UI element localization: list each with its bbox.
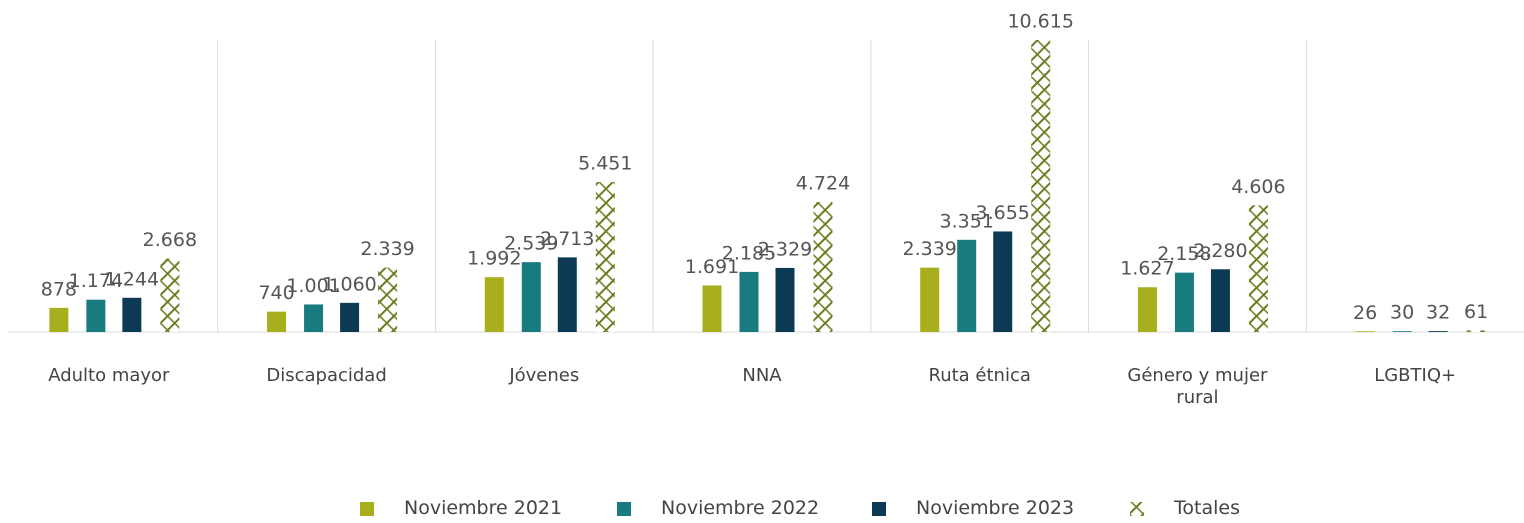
bar bbox=[1174, 272, 1194, 332]
bar bbox=[267, 311, 287, 332]
value-label: 30 bbox=[1390, 302, 1414, 324]
legend-label: Noviembre 2023 bbox=[916, 497, 1075, 519]
bar bbox=[122, 297, 142, 332]
value-label: 1.992 bbox=[467, 248, 521, 270]
value-label: 2.339 bbox=[903, 238, 957, 260]
value-label: 2.158 bbox=[1157, 243, 1211, 265]
value-label: 4.606 bbox=[1231, 176, 1285, 198]
bar bbox=[1428, 331, 1448, 332]
x-tick-label: Jóvenes bbox=[509, 365, 580, 386]
x-tick-label: Género y mujer rural bbox=[1127, 365, 1268, 408]
bar bbox=[1392, 331, 1412, 332]
value-label: 10.615 bbox=[1007, 11, 1073, 33]
legend-swatch bbox=[872, 502, 886, 516]
bar bbox=[1466, 330, 1486, 332]
value-label: 878 bbox=[41, 278, 77, 300]
bar bbox=[739, 271, 759, 332]
x-tick-label: Discapacidad bbox=[266, 365, 387, 386]
bar bbox=[813, 202, 833, 332]
bar bbox=[702, 285, 722, 332]
bar bbox=[49, 307, 69, 332]
value-label: 1.174 bbox=[69, 270, 123, 292]
value-label: 32 bbox=[1426, 302, 1450, 324]
legend-label: Totales bbox=[1174, 497, 1240, 519]
x-tick-label: LGBTIQ+ bbox=[1374, 365, 1457, 386]
bar bbox=[160, 258, 180, 332]
bar bbox=[86, 299, 106, 332]
value-label: 1.001 bbox=[286, 275, 340, 297]
value-label: 2.539 bbox=[504, 233, 558, 255]
bar bbox=[775, 267, 795, 332]
value-label: 2.185 bbox=[722, 242, 776, 264]
bar bbox=[1031, 40, 1051, 332]
bar bbox=[1137, 287, 1157, 332]
value-label: 2.713 bbox=[540, 228, 594, 250]
value-label: 1.627 bbox=[1120, 258, 1174, 280]
bar bbox=[920, 267, 940, 332]
bar bbox=[521, 262, 541, 332]
value-label: 2.329 bbox=[758, 238, 812, 260]
legend-swatch bbox=[1130, 502, 1144, 516]
x-tick-label: NNA bbox=[742, 365, 782, 386]
bar bbox=[484, 277, 504, 332]
legend-label: Noviembre 2021 bbox=[404, 497, 563, 519]
value-label: 2.668 bbox=[143, 229, 197, 251]
bar bbox=[340, 302, 360, 332]
x-tick-label: Adulto mayor bbox=[48, 365, 170, 386]
value-label: 5.451 bbox=[578, 153, 632, 175]
bar bbox=[1248, 205, 1268, 332]
bar bbox=[957, 239, 977, 332]
value-label: 1.244 bbox=[105, 268, 159, 290]
legend-swatch bbox=[360, 502, 374, 516]
legend-swatch bbox=[617, 502, 631, 516]
value-label: 61 bbox=[1464, 301, 1488, 323]
bar bbox=[557, 257, 577, 332]
legend-label: Noviembre 2022 bbox=[661, 497, 820, 519]
value-label: 740 bbox=[258, 282, 294, 304]
value-label: 1.060 bbox=[322, 273, 376, 295]
value-label: 2.280 bbox=[1193, 240, 1247, 262]
x-tick-label: Ruta étnica bbox=[928, 365, 1031, 386]
bar bbox=[1355, 331, 1375, 332]
value-label: 4.724 bbox=[796, 173, 850, 195]
bar bbox=[993, 231, 1013, 332]
bar bbox=[1210, 269, 1230, 332]
bar bbox=[378, 267, 398, 332]
value-label: 2.339 bbox=[360, 238, 414, 260]
value-label: 26 bbox=[1353, 302, 1377, 324]
bar bbox=[595, 182, 615, 332]
bar bbox=[304, 304, 324, 332]
value-label: 3.655 bbox=[976, 202, 1030, 224]
value-label: 1.691 bbox=[685, 256, 739, 278]
value-label: 3.351 bbox=[940, 210, 994, 232]
